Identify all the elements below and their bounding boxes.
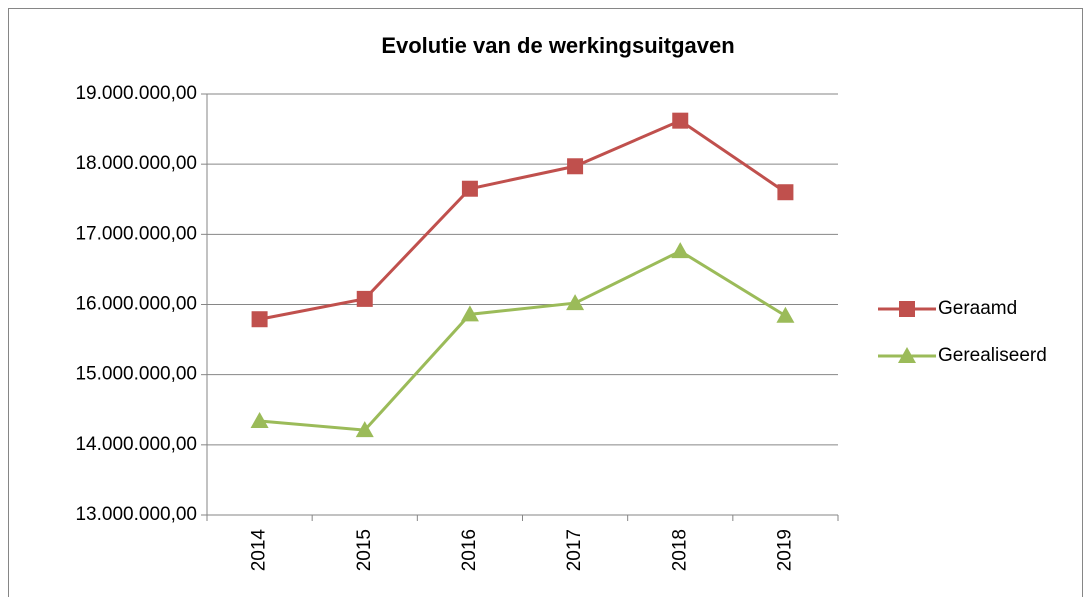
marker xyxy=(356,290,373,307)
x-tick-label: 2019 xyxy=(774,529,795,571)
marker xyxy=(671,242,690,259)
x-tick-label: 2015 xyxy=(354,529,375,571)
marker xyxy=(566,294,585,311)
marker xyxy=(777,184,794,201)
marker xyxy=(250,411,269,428)
y-tick-label: 18.000.000,00 xyxy=(75,153,197,174)
legend-label: Geraamd xyxy=(938,298,1017,319)
marker xyxy=(776,306,795,323)
marker xyxy=(567,158,584,175)
marker xyxy=(461,180,478,197)
legend-marker xyxy=(899,301,915,317)
y-tick-label: 15.000.000,00 xyxy=(75,364,197,385)
marker xyxy=(672,112,689,129)
legend-label: Gerealiseerd xyxy=(938,345,1047,366)
y-tick-label: 13.000.000,00 xyxy=(75,504,197,525)
legend-marker xyxy=(898,347,916,363)
series-line xyxy=(259,118,787,321)
chart-title: Evolutie van de werkingsuitgaven xyxy=(381,33,734,58)
x-tick-label: 2016 xyxy=(459,529,480,571)
y-tick-label: 14.000.000,00 xyxy=(75,434,197,455)
marker xyxy=(251,311,268,328)
y-tick-label: 19.000.000,00 xyxy=(75,83,197,104)
y-tick-label: 17.000.000,00 xyxy=(75,223,197,244)
x-tick-label: 2014 xyxy=(249,529,270,572)
marker xyxy=(355,421,374,438)
x-tick-label: 2018 xyxy=(669,529,690,571)
y-tick-label: 16.000.000,00 xyxy=(75,294,197,315)
series-line xyxy=(259,249,787,432)
marker xyxy=(460,305,479,322)
x-tick-label: 2017 xyxy=(564,529,585,571)
